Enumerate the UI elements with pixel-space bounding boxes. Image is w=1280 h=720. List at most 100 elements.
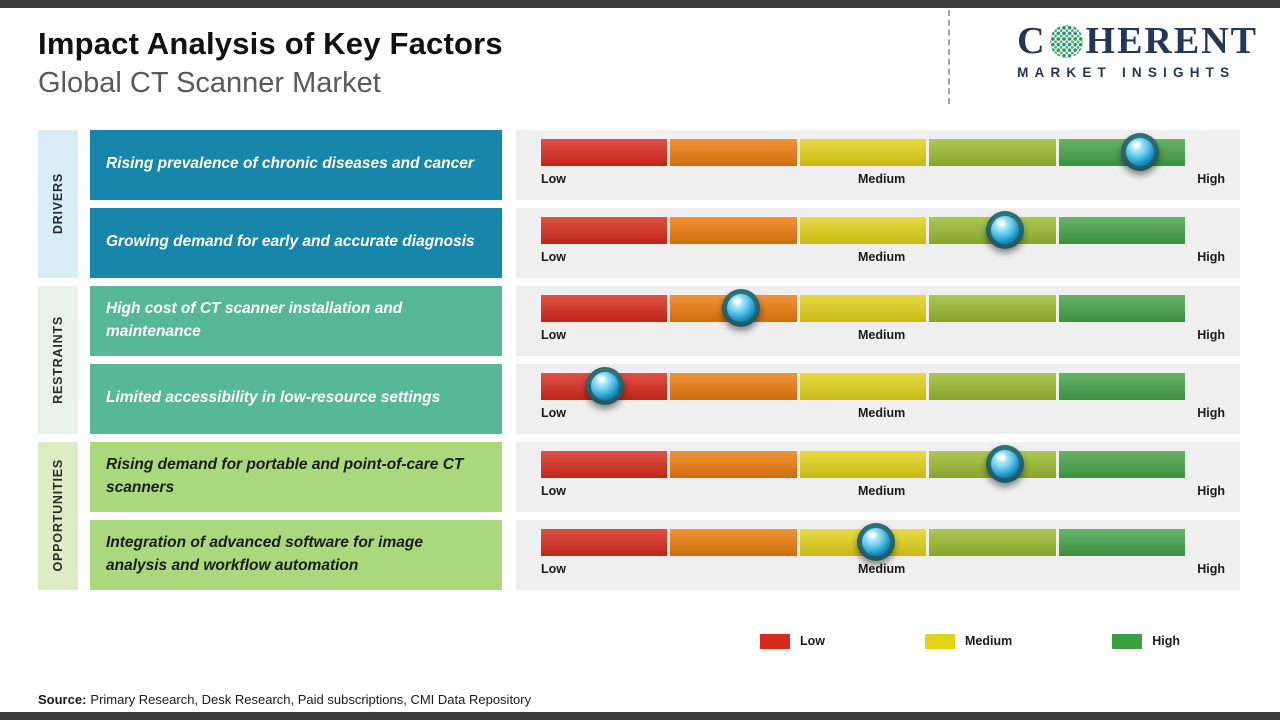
knob-glossy-center bbox=[591, 372, 620, 401]
legend-label-low: Low bbox=[799, 634, 825, 649]
impact-bar-row: Low Medium High bbox=[516, 441, 1240, 512]
impact-track bbox=[541, 133, 1186, 172]
legend-item-high: High bbox=[1112, 633, 1180, 649]
scale-label-low: Low bbox=[541, 561, 566, 576]
factor-card: High cost of CT scanner installation and… bbox=[90, 285, 502, 356]
legend-item-low: Low bbox=[759, 633, 825, 649]
logo-tagline: MARKET INSIGHTS bbox=[1017, 65, 1236, 80]
category-label: OPPORTUNITIES bbox=[51, 459, 65, 572]
scale-label-high: High bbox=[1197, 171, 1225, 186]
company-logo: C HERENT MARKET INSIGHTS bbox=[1017, 22, 1258, 80]
scale-segment-high bbox=[1058, 372, 1186, 400]
scale-label-medium: Medium bbox=[857, 171, 906, 186]
scale-labels: Low Medium High bbox=[541, 172, 1225, 186]
scale-segment-medium bbox=[799, 450, 927, 478]
scale-labels: Low Medium High bbox=[541, 406, 1225, 420]
logo-divider bbox=[948, 10, 950, 104]
knob-glossy-center bbox=[990, 450, 1019, 479]
logo-letters-rest: HERENT bbox=[1085, 20, 1258, 62]
scale-label-medium: Medium bbox=[857, 327, 906, 342]
scale-labels: Low Medium High bbox=[541, 328, 1225, 342]
scale-labels: Low Medium High bbox=[541, 562, 1225, 576]
scale-label-low: Low bbox=[541, 483, 566, 498]
scale-segment-high bbox=[1058, 216, 1186, 244]
source-line: Source: Primary Research, Desk Research, … bbox=[38, 692, 531, 707]
source-text: Primary Research, Desk Research, Paid su… bbox=[90, 692, 532, 707]
globe-icon bbox=[1049, 24, 1083, 58]
impact-track bbox=[541, 523, 1186, 562]
scale-label-low: Low bbox=[541, 171, 566, 186]
impact-bar-row: Low Medium High bbox=[516, 129, 1240, 200]
scale-segment-low-mid bbox=[670, 138, 797, 166]
scale-label-high: High bbox=[1197, 327, 1225, 342]
scale-segment-low bbox=[541, 528, 668, 556]
impact-track bbox=[541, 367, 1186, 406]
source-label: Source: bbox=[38, 692, 87, 707]
category-drivers: DRIVERS bbox=[38, 129, 78, 278]
scale-segment-mid-high bbox=[929, 372, 1056, 400]
impact-slider-knob[interactable] bbox=[586, 367, 625, 406]
scale-labels: Low Medium High bbox=[541, 484, 1225, 498]
scale-segment-low-mid bbox=[670, 216, 797, 244]
scale-segment-high bbox=[1058, 528, 1186, 556]
impact-slider-knob[interactable] bbox=[985, 445, 1024, 484]
knob-glossy-center bbox=[861, 528, 890, 557]
impact-bar-row: Low Medium High bbox=[516, 363, 1240, 434]
impact-bar-row: Low Medium High bbox=[516, 207, 1240, 278]
scale-label-medium: Medium bbox=[857, 249, 906, 264]
scale-segment-high bbox=[1058, 294, 1186, 322]
legend-label-medium: Medium bbox=[964, 634, 1013, 649]
legend-swatch-low bbox=[759, 633, 790, 649]
scale-segment-low bbox=[541, 450, 668, 478]
impact-slider-knob[interactable] bbox=[1120, 133, 1159, 172]
factor-card: Limited accessibility in low-resource se… bbox=[90, 363, 502, 434]
scale-labels: Low Medium High bbox=[541, 250, 1225, 264]
scale-segment-mid-high bbox=[929, 294, 1056, 322]
impact-slider-knob[interactable] bbox=[856, 523, 895, 562]
legend-swatch-medium bbox=[924, 633, 955, 649]
category-opportunities: OPPORTUNITIES bbox=[38, 441, 78, 590]
factor-card: Rising prevalence of chronic diseases an… bbox=[90, 129, 502, 200]
scale-segment-high bbox=[1058, 450, 1186, 478]
scale-label-high: High bbox=[1197, 405, 1225, 420]
scale-segment-low-mid bbox=[670, 528, 797, 556]
scale-label-low: Low bbox=[541, 405, 566, 420]
scale-segment-medium bbox=[799, 294, 927, 322]
category-label: RESTRAINTS bbox=[51, 315, 65, 404]
header: Impact Analysis of Key Factors Global CT… bbox=[0, 0, 1280, 104]
scale-label-low: Low bbox=[541, 327, 566, 342]
scale-segment-mid-high bbox=[929, 528, 1056, 556]
impact-slider-knob[interactable] bbox=[985, 211, 1024, 250]
impact-track bbox=[541, 211, 1186, 250]
category-restraints: RESTRAINTS bbox=[38, 285, 78, 434]
top-edge-strip bbox=[0, 0, 1280, 8]
scale-segment-high bbox=[1058, 138, 1186, 166]
scale-segment-medium bbox=[799, 216, 927, 244]
scale-label-high: High bbox=[1197, 483, 1225, 498]
legend-swatch-high bbox=[1112, 633, 1143, 649]
scale-segment-low bbox=[541, 138, 668, 166]
logo-letter-c: C bbox=[1017, 20, 1047, 62]
category-label: DRIVERS bbox=[51, 172, 65, 235]
impact-bar-row: Low Medium High bbox=[516, 519, 1240, 590]
scale-label-medium: Medium bbox=[857, 405, 906, 420]
page-title: Impact Analysis of Key Factors bbox=[38, 26, 503, 61]
factor-card: Growing demand for early and accurate di… bbox=[90, 207, 502, 278]
scale-segment-medium bbox=[799, 138, 927, 166]
impact-legend: Low Medium High bbox=[0, 633, 1180, 649]
scale-segment-low-mid bbox=[670, 450, 797, 478]
scale-segment-low bbox=[541, 294, 668, 322]
page-subtitle: Global CT Scanner Market bbox=[38, 66, 381, 99]
scale-label-medium: Medium bbox=[857, 561, 906, 576]
legend-item-medium: Medium bbox=[924, 633, 1013, 649]
impact-matrix: DRIVERS RESTRAINTS OPPORTUNITIES Rising … bbox=[38, 129, 1240, 590]
scale-segment-mid-high bbox=[929, 138, 1056, 166]
knob-glossy-center bbox=[726, 294, 755, 323]
scale-label-high: High bbox=[1197, 561, 1225, 576]
impact-track bbox=[541, 289, 1186, 328]
impact-slider-knob[interactable] bbox=[721, 289, 760, 328]
bottom-edge-strip bbox=[0, 712, 1280, 720]
knob-glossy-center bbox=[1125, 138, 1154, 167]
impact-bar-row: Low Medium High bbox=[516, 285, 1240, 356]
